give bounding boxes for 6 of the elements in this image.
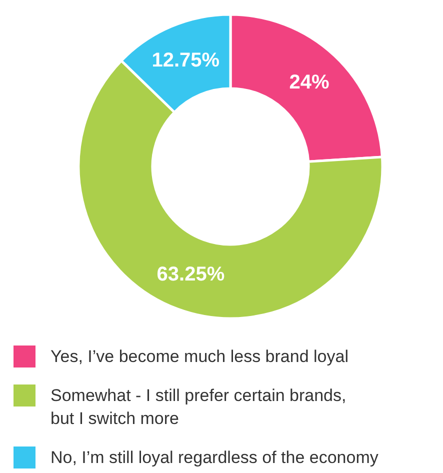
legend-label: No, I’m still loyal regardless of the economy	[50, 448, 379, 467]
data-label: 12.75%	[152, 50, 220, 72]
data-label: 24%	[289, 72, 330, 94]
data-label: 63.25%	[156, 263, 225, 286]
legend-label: Somewhat - I still prefer certain brands, but I switch more	[50, 386, 346, 428]
legend-label: Yes, I’ve become much less brand loyal	[50, 347, 348, 366]
